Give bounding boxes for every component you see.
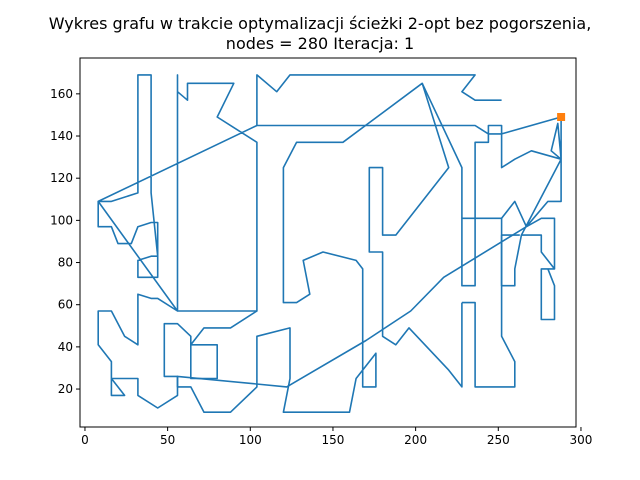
y-tick-label: 140 (50, 129, 73, 143)
plot-background (80, 58, 576, 427)
x-tick-label: 200 (404, 433, 427, 447)
x-tick-label: 150 (322, 433, 345, 447)
tour-path-segment-5 (461, 217, 476, 287)
tour-path-segment-6 (163, 82, 463, 414)
x-tick-label: 0 (81, 433, 89, 447)
plot-area (79, 57, 577, 428)
tour-path-segment-2 (500, 234, 523, 287)
y-tick-label: 60 (58, 298, 73, 312)
y-tick-label: 160 (50, 87, 73, 101)
tour-path-segment-7 (461, 235, 516, 388)
y-tick-label: 120 (50, 171, 73, 185)
tour-path-segment-8 (368, 83, 463, 388)
y-tick-label: 80 (58, 256, 73, 270)
tour-path-segment-1 (97, 74, 562, 409)
chart-title-line-1: Wykres grafu w trakcie optymalizacji ści… (49, 14, 592, 33)
start-node-marker (557, 113, 566, 121)
series-layer (97, 74, 562, 414)
x-axis: 0 50 100 150 200 250 300 (81, 427, 592, 447)
x-tick-label: 100 (239, 433, 262, 447)
y-tick-label: 100 (50, 213, 73, 227)
y-axis: 20 40 60 80 100 120 140 160 (50, 87, 80, 396)
tour-path-segment-3 (256, 74, 502, 126)
marker-layer (557, 113, 566, 121)
x-tick-label: 250 (487, 433, 510, 447)
y-tick-label: 20 (58, 382, 73, 396)
y-tick-label: 40 (58, 340, 73, 354)
x-tick-label: 300 (570, 433, 593, 447)
plot-frame (79, 57, 577, 428)
x-tick-label: 50 (160, 433, 175, 447)
chart-title-line-2: nodes = 280 Iteracja: 1 (226, 34, 414, 53)
